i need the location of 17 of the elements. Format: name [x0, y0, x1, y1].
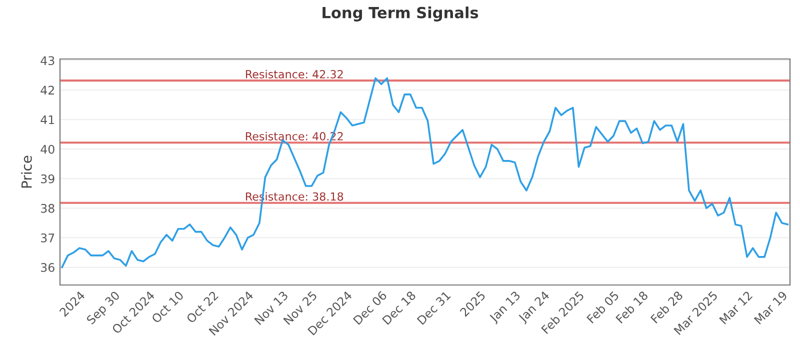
- y-tick-label: 38: [41, 204, 54, 213]
- chart-title: Long Term Signals: [322, 6, 478, 22]
- y-tick-label: 40: [40, 144, 54, 154]
- y-tick-label: 36: [41, 263, 54, 272]
- ref-line-label: Resistance: 42.32: [246, 70, 343, 78]
- x-tick-label: Feb 28: [650, 290, 684, 324]
- y-tick-label: 42: [40, 86, 54, 95]
- x-tick-label: Oct 22: [186, 290, 219, 324]
- y-tick-label: 41: [40, 115, 54, 124]
- x-tick-label: Mar 12: [718, 290, 753, 325]
- x-tick-label: Dec 31: [416, 290, 451, 325]
- y-axis-title: Price: [21, 156, 32, 188]
- line-series: [61, 77, 789, 268]
- y-tick-label: 43: [40, 56, 54, 66]
- y-tick-label: 37: [41, 233, 54, 242]
- y-tick-label: 39: [41, 174, 54, 184]
- x-tick-label: Mar 19: [754, 290, 788, 325]
